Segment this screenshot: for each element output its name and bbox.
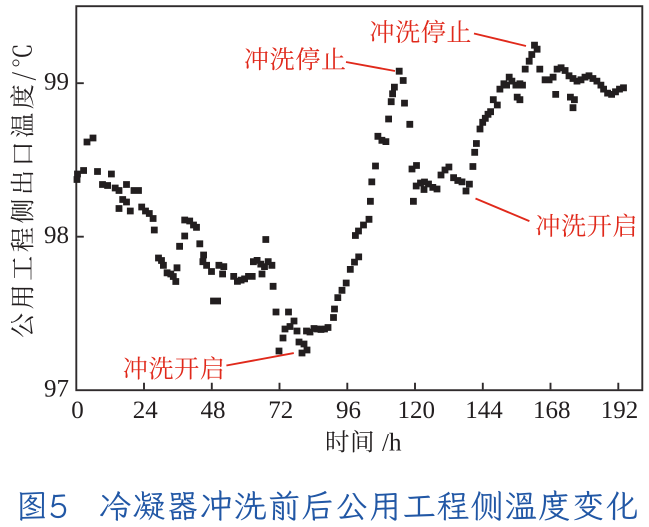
- svg-text:72: 72: [268, 397, 293, 424]
- svg-text:48: 48: [201, 397, 226, 424]
- svg-text:/h: /h: [382, 430, 402, 457]
- svg-text:192: 192: [601, 397, 639, 424]
- svg-text:99: 99: [44, 69, 69, 96]
- svg-text:144: 144: [465, 397, 503, 424]
- svg-text:98: 98: [44, 222, 69, 249]
- svg-text:120: 120: [397, 397, 435, 424]
- svg-text:96: 96: [336, 397, 361, 424]
- svg-text:168: 168: [533, 397, 571, 424]
- svg-text:97: 97: [44, 376, 69, 403]
- svg-text:0: 0: [71, 397, 84, 424]
- svg-text:24: 24: [133, 397, 159, 424]
